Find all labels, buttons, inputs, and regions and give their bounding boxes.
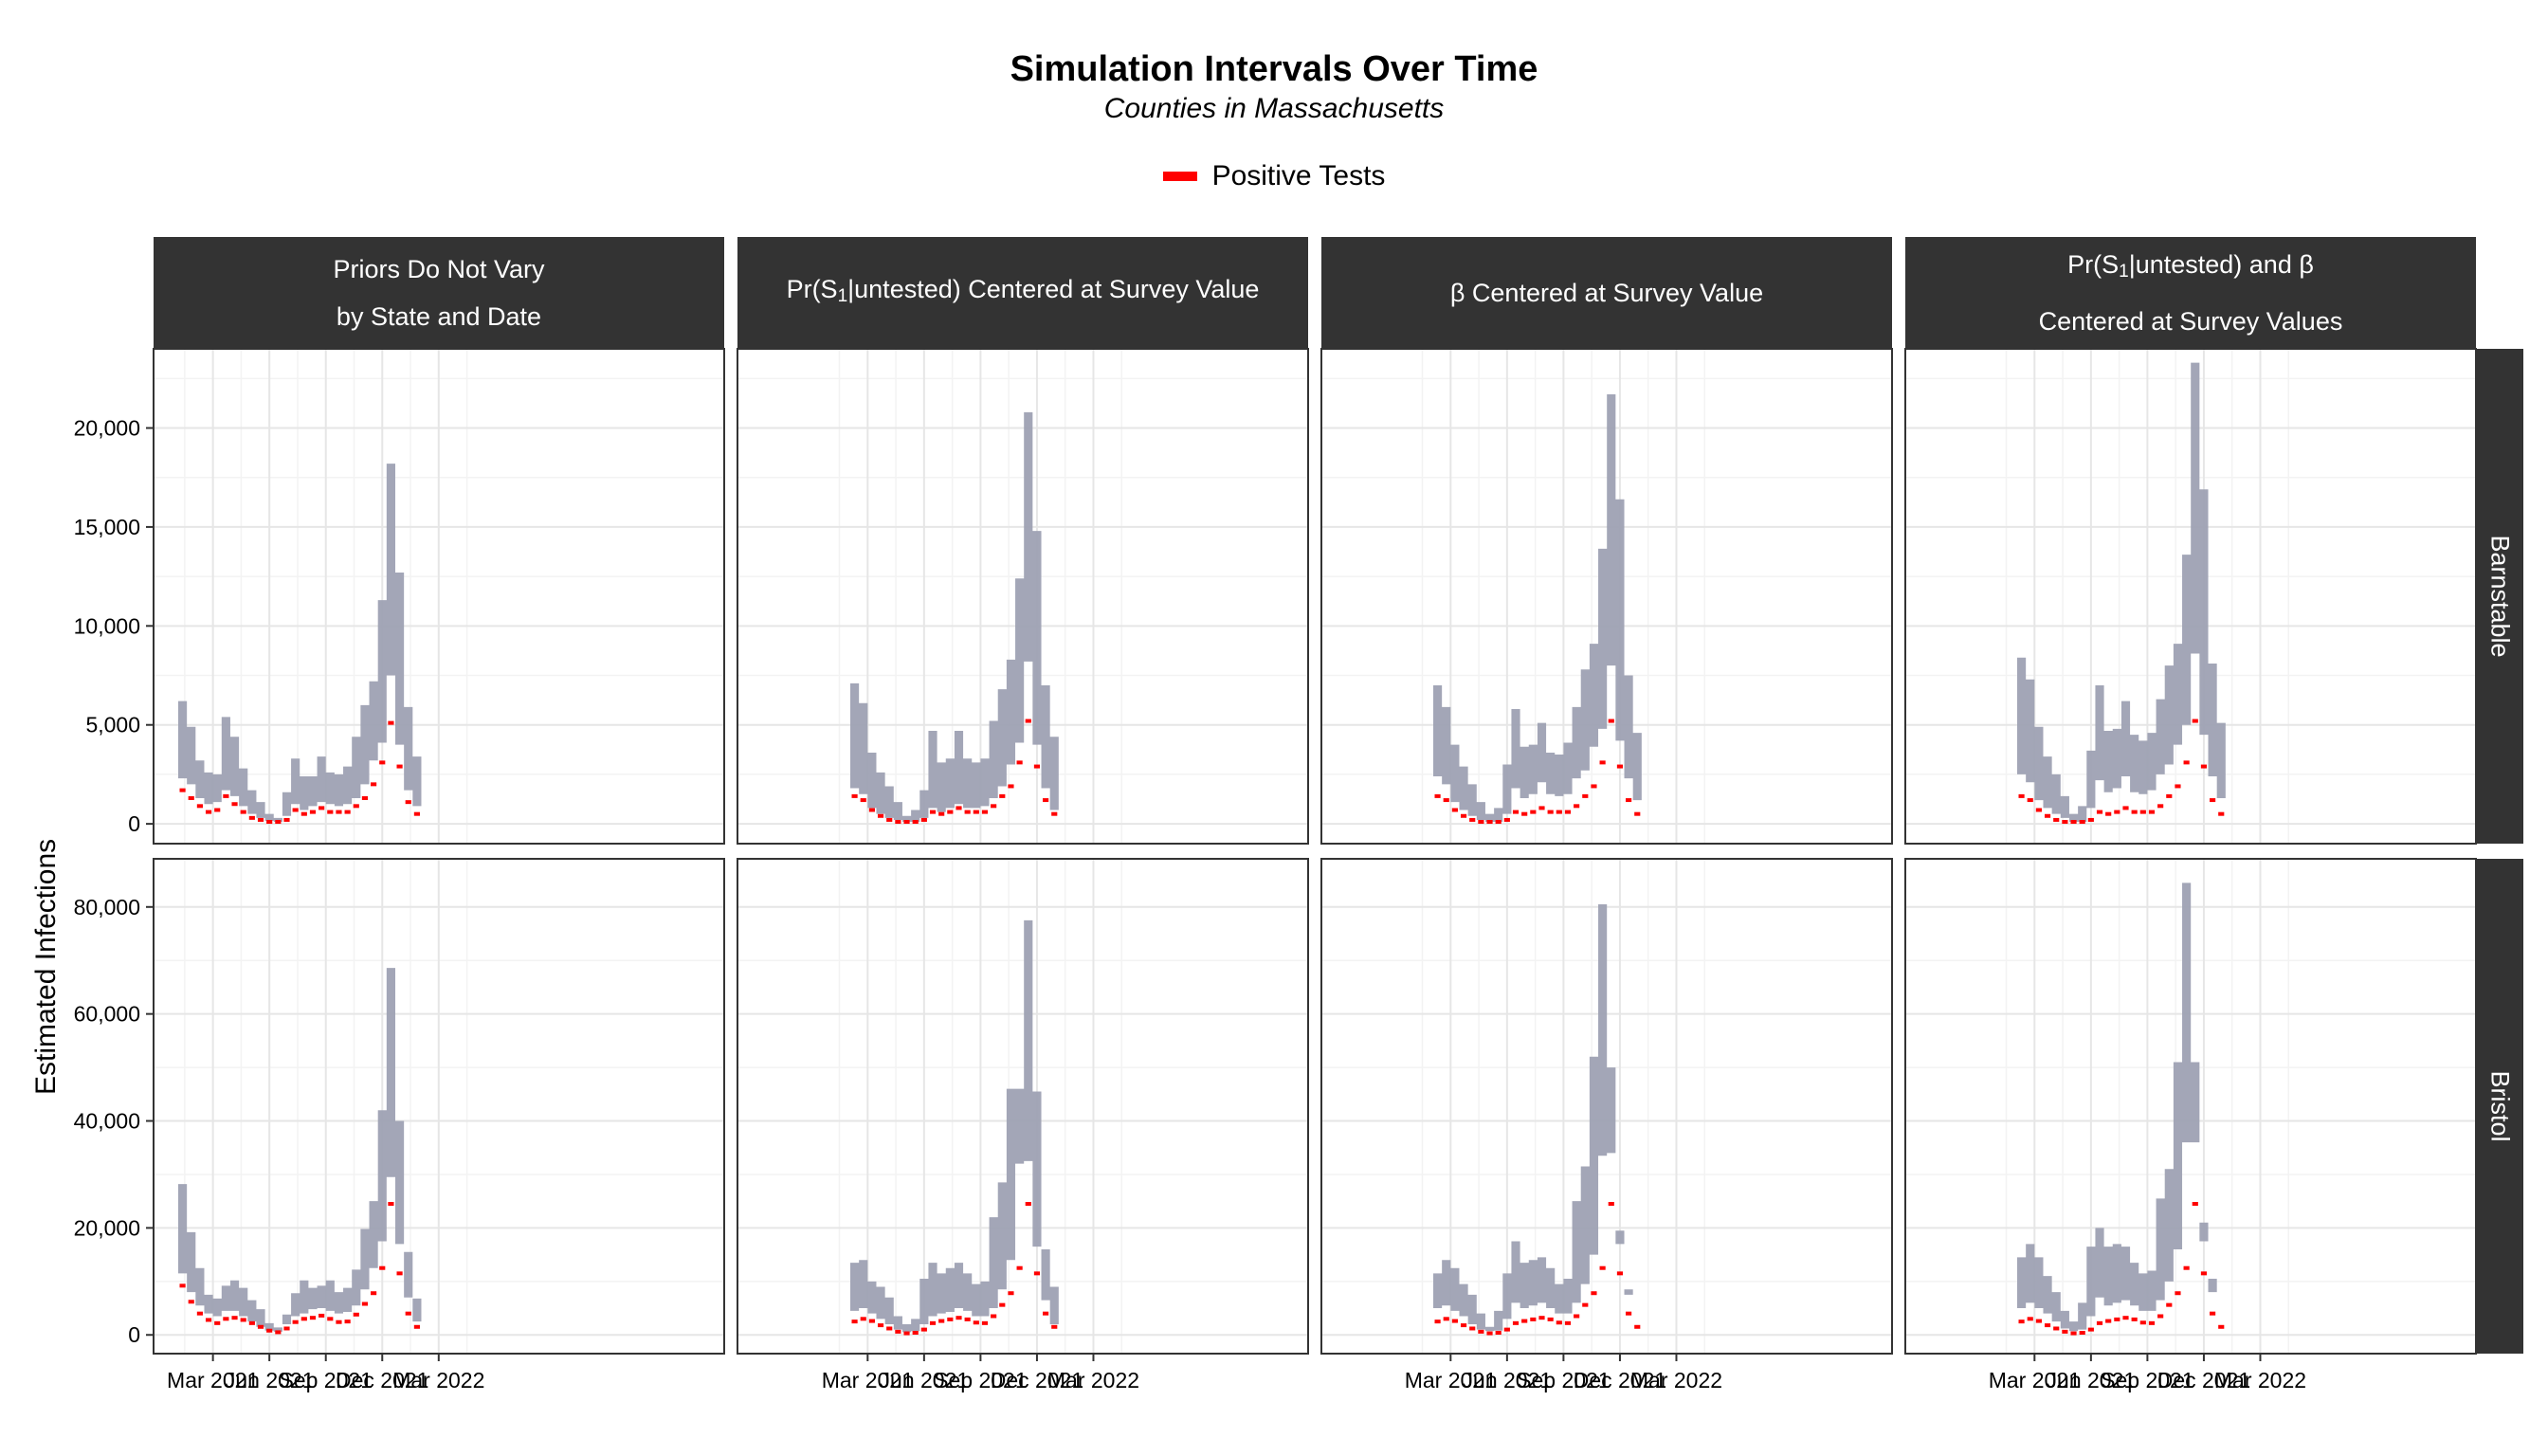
strip-col-2: Pr(S1|untested) Centered at Survey Value: [737, 237, 1308, 349]
x-tick-label: Mar 2021: [1405, 1368, 1497, 1392]
y-tick-label: 0: [128, 1322, 140, 1347]
legend-label: Positive Tests: [1211, 160, 1386, 192]
panel-border-r1-c3: [1904, 858, 2477, 1355]
legend: Positive Tests: [0, 159, 2548, 192]
strip-col-1: Priors Do Not Vary by State and Date: [154, 237, 724, 349]
y-tick-label: 80,000: [74, 895, 140, 919]
legend-swatch: [1162, 172, 1197, 182]
x-tick-label: Jun 2021: [1463, 1368, 1553, 1392]
strip-col-2-part-b: |untested) Centered at Survey Value: [847, 275, 1260, 303]
chart-subtitle: Counties in Massachusetts: [1103, 93, 1445, 124]
x-tick-label: Jun 2021: [225, 1368, 315, 1392]
panel-border-r1-c1: [737, 858, 1309, 1355]
y-tick-label: 20,000: [74, 416, 140, 441]
strip-col-3: β Centered at Survey Value: [1321, 237, 1892, 349]
panel-border-r0-c2: [1320, 348, 1893, 845]
y-tick-label: 15,000: [74, 515, 140, 539]
strip-col-2-sub: 1: [837, 286, 848, 306]
interval-band-r0-c0: [178, 464, 422, 823]
interval-band-r0-c2: [1433, 394, 1642, 823]
x-tick-label: Mar 2022: [392, 1368, 484, 1392]
x-tick-label: Sep 2021: [934, 1368, 1027, 1392]
panel-border-r0-c3: [1904, 348, 2477, 845]
x-tick-label: Sep 2021: [1517, 1368, 1610, 1392]
panel-border-r0-c0: [153, 348, 725, 845]
interval-band-r1-c0: [178, 968, 422, 1332]
strip-col-2-part-a: Pr(S: [786, 275, 838, 303]
x-tick-label: Dec 2021: [336, 1368, 428, 1392]
x-tick-label: Dec 2021: [991, 1368, 1083, 1392]
interval-band-r0-c1: [850, 411, 1059, 823]
y-tick-label: 10,000: [74, 613, 140, 638]
interval-band-r1-c3: [2017, 883, 2226, 1332]
x-tick-label: Sep 2021: [279, 1368, 372, 1392]
x-tick-label: Jun 2021: [880, 1368, 970, 1392]
y-tick-label: 40,000: [74, 1109, 140, 1134]
strip-col-4-line-1: Pr(S1|untested) and β: [1905, 240, 2476, 297]
strip-col-4-part-a: Pr(S: [2067, 250, 2120, 279]
interval-band-r1-c2: [1433, 903, 1642, 1332]
strip-col-4-part-b: |untested) and β: [2128, 250, 2314, 279]
strip-col-4-sub: 1: [2119, 262, 2129, 282]
x-tick-label: Mar 2021: [822, 1368, 914, 1392]
y-tick-label: 5,000: [85, 713, 140, 737]
x-tick-label: Mar 2022: [1630, 1368, 1722, 1392]
y-tick-label: 0: [128, 811, 140, 836]
x-tick-label: Dec 2021: [1574, 1368, 1666, 1392]
x-tick-label: Mar 2022: [2214, 1368, 2306, 1392]
x-tick-label: Jun 2021: [2047, 1368, 2137, 1392]
x-tick-label: Mar 2021: [1989, 1368, 2081, 1392]
chart-title: Simulation Intervals Over Time: [1010, 49, 1538, 89]
y-tick-label: 60,000: [74, 1002, 140, 1027]
strip-col-4-line-2: Centered at Survey Values: [2038, 307, 2343, 336]
strip-row-barnstable: Barnstable: [2476, 349, 2523, 844]
strip-col-1-line-2: by State and Date: [336, 302, 542, 331]
strip-col-2-text: Pr(S1|untested) Centered at Survey Value: [737, 265, 1308, 320]
x-tick-label: Mar 2022: [1047, 1368, 1139, 1392]
x-tick-label: Dec 2021: [2157, 1368, 2250, 1392]
panel-border-r0-c1: [737, 348, 1309, 845]
strip-col-4: Pr(S1|untested) and β Centered at Survey…: [1905, 237, 2476, 349]
panel-border-r1-c2: [1320, 858, 1893, 1355]
strip-col-1-line-1: Priors Do Not Vary: [333, 255, 545, 283]
strip-row-bristol: Bristol: [2476, 859, 2523, 1354]
interval-band-r1-c1: [850, 919, 1059, 1333]
interval-band-r0-c3: [2017, 362, 2226, 823]
y-tick-label: 20,000: [74, 1215, 140, 1240]
strip-col-3-text: β Centered at Survey Value: [1449, 279, 1764, 307]
x-tick-label: Mar 2021: [167, 1368, 259, 1392]
x-tick-label: Sep 2021: [2101, 1368, 2193, 1392]
